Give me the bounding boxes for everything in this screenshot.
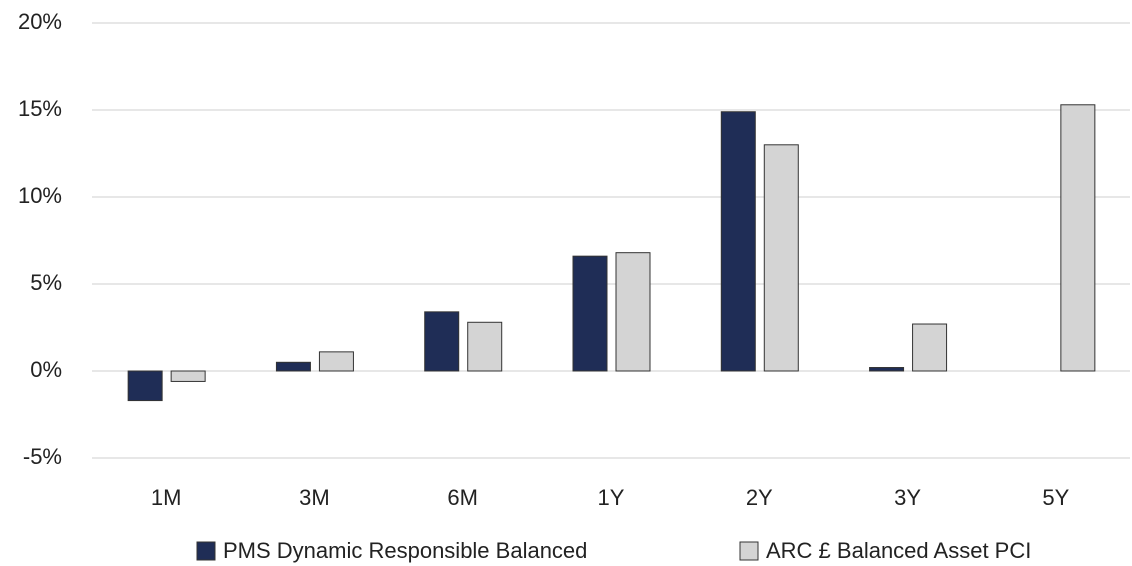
legend-label: ARC £ Balanced Asset PCI xyxy=(766,538,1031,563)
x-tick-label: 1M xyxy=(151,485,182,510)
x-tick-label: 2Y xyxy=(746,485,773,510)
x-tick-label: 6M xyxy=(447,485,478,510)
bar xyxy=(615,252,651,372)
bar xyxy=(720,111,756,372)
y-tick-label: 5% xyxy=(30,270,62,295)
bar xyxy=(318,351,354,372)
y-tick-label: 0% xyxy=(30,357,62,382)
x-tick-label: 1Y xyxy=(598,485,625,510)
bar xyxy=(572,255,608,372)
legend-swatch xyxy=(739,541,759,561)
x-tick-label: 3Y xyxy=(894,485,921,510)
bar xyxy=(170,370,206,382)
y-tick-label: 15% xyxy=(18,96,62,121)
bar xyxy=(275,361,311,372)
y-tick-label: 20% xyxy=(18,9,62,34)
bar xyxy=(424,311,460,372)
bar xyxy=(1060,104,1096,372)
y-tick-label: -5% xyxy=(23,444,62,469)
bar xyxy=(467,321,503,372)
x-tick-label: 5Y xyxy=(1042,485,1069,510)
y-tick-label: 10% xyxy=(18,183,62,208)
bar xyxy=(763,144,799,372)
bar xyxy=(127,370,163,402)
legend-label: PMS Dynamic Responsible Balanced xyxy=(223,538,587,563)
bar xyxy=(869,367,905,372)
bar xyxy=(912,323,948,372)
legend-swatch xyxy=(196,541,216,561)
x-tick-label: 3M xyxy=(299,485,330,510)
